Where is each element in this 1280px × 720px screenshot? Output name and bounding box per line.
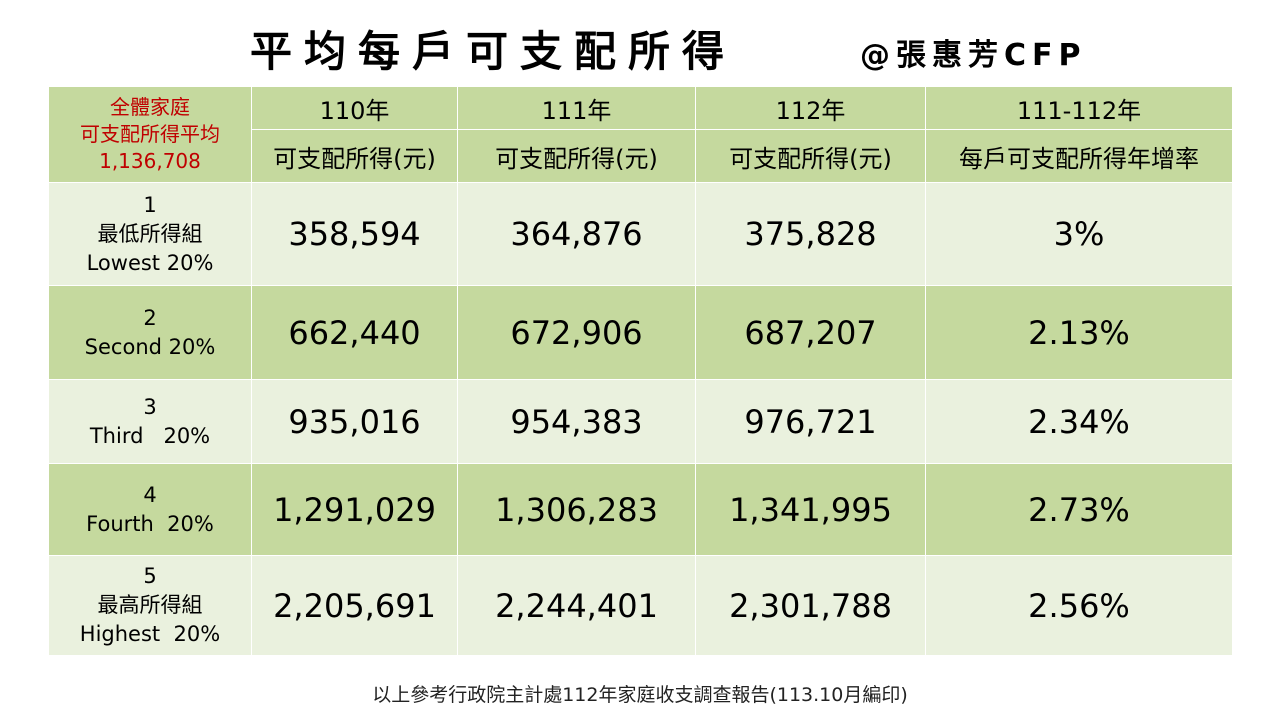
row-label-line: 最低所得組 bbox=[97, 221, 203, 246]
table-cell: 2,244,401 bbox=[457, 555, 696, 656]
table-cell: 2.73% bbox=[925, 463, 1233, 556]
column-subheader: 可支配所得(元) bbox=[695, 129, 926, 183]
table-cell: 976,721 bbox=[695, 379, 926, 464]
table-cell: 375,828 bbox=[695, 182, 926, 286]
row-label: 4 Fourth 20% bbox=[48, 463, 252, 556]
column-header-year: 111-112年 bbox=[925, 86, 1233, 130]
row-label-line: 1 bbox=[143, 192, 157, 217]
column-subheader: 可支配所得(元) bbox=[457, 129, 696, 183]
table-cell: 662,440 bbox=[251, 285, 458, 380]
table-row: 1 最低所得組 Lowest 20% 358,594 364,876 375,8… bbox=[48, 182, 1233, 286]
row-label: 2 Second 20% bbox=[48, 285, 252, 380]
row-label-line: Highest 20% bbox=[79, 622, 221, 646]
table-cell: 935,016 bbox=[251, 379, 458, 464]
column-header-year: 110年 bbox=[251, 86, 458, 130]
corner-line-2: 可支配所得平均 bbox=[80, 122, 220, 146]
column-subheader: 每戶可支配所得年增率 bbox=[925, 129, 1233, 183]
row-label-line: 3 bbox=[143, 394, 157, 419]
column-subheader: 可支配所得(元) bbox=[251, 129, 458, 183]
corner-cell: 全體家庭 可支配所得平均 1,136,708 bbox=[48, 86, 252, 183]
table-cell: 954,383 bbox=[457, 379, 696, 464]
row-label: 1 最低所得組 Lowest 20% bbox=[48, 182, 252, 286]
row-label-line: Third 20% bbox=[89, 423, 211, 448]
row-label: 3 Third 20% bbox=[48, 379, 252, 464]
table-row: 4 Fourth 20% 1,291,029 1,306,283 1,341,9… bbox=[48, 463, 1233, 556]
table-cell: 2.13% bbox=[925, 285, 1233, 380]
table-cell: 2,205,691 bbox=[251, 555, 458, 656]
page-title: 平均每戶可支配所得 bbox=[250, 27, 737, 76]
row-label-line: 4 bbox=[143, 482, 157, 507]
row-label-line: 5 bbox=[143, 564, 157, 588]
corner-line-1: 全體家庭 bbox=[110, 95, 190, 119]
table-cell: 2,301,788 bbox=[695, 555, 926, 656]
header-row-subtitles: 可支配所得(元) 可支配所得(元) 可支配所得(元) 每戶可支配所得年增率 bbox=[49, 129, 1233, 183]
table-row: 5 最高所得組 Highest 20% 2,205,691 2,244,401 … bbox=[48, 555, 1233, 656]
table-cell: 1,341,995 bbox=[695, 463, 926, 556]
table-cell: 1,306,283 bbox=[457, 463, 696, 556]
row-label: 5 最高所得組 Highest 20% bbox=[48, 555, 252, 656]
income-table: 全體家庭 可支配所得平均 1,136,708 110年 111年 112年 11… bbox=[48, 86, 1233, 656]
header-row-years: 全體家庭 可支配所得平均 1,136,708 110年 111年 112年 11… bbox=[48, 86, 1233, 183]
table-row: 3 Third 20% 935,016 954,383 976,721 2.34… bbox=[48, 379, 1233, 464]
row-label-line: Second 20% bbox=[84, 334, 216, 359]
source-footnote: 以上參考行政院主計處112年家庭收支調查報告(113.10月編印) bbox=[372, 684, 908, 706]
table-row: 2 Second 20% 662,440 672,906 687,207 2.1… bbox=[48, 285, 1233, 380]
row-label-line: 2 bbox=[143, 305, 157, 330]
row-label-line: Lowest 20% bbox=[86, 250, 214, 275]
column-header-year: 112年 bbox=[695, 86, 926, 130]
table-cell: 2.56% bbox=[925, 555, 1233, 656]
table-cell: 364,876 bbox=[457, 182, 696, 286]
column-header-year: 111年 bbox=[457, 86, 696, 130]
row-label-line: 最高所得組 bbox=[97, 593, 203, 617]
table-cell: 672,906 bbox=[457, 285, 696, 380]
table-cell: 358,594 bbox=[251, 182, 458, 286]
table-cell: 2.34% bbox=[925, 379, 1233, 464]
table-cell: 687,207 bbox=[695, 285, 926, 380]
author-credit: @張惠芳CFP bbox=[860, 38, 1087, 73]
row-label-line: Fourth 20% bbox=[86, 511, 214, 536]
table-cell: 1,291,029 bbox=[251, 463, 458, 556]
table-cell: 3% bbox=[925, 182, 1233, 286]
corner-line-3: 1,136,708 bbox=[99, 149, 201, 173]
